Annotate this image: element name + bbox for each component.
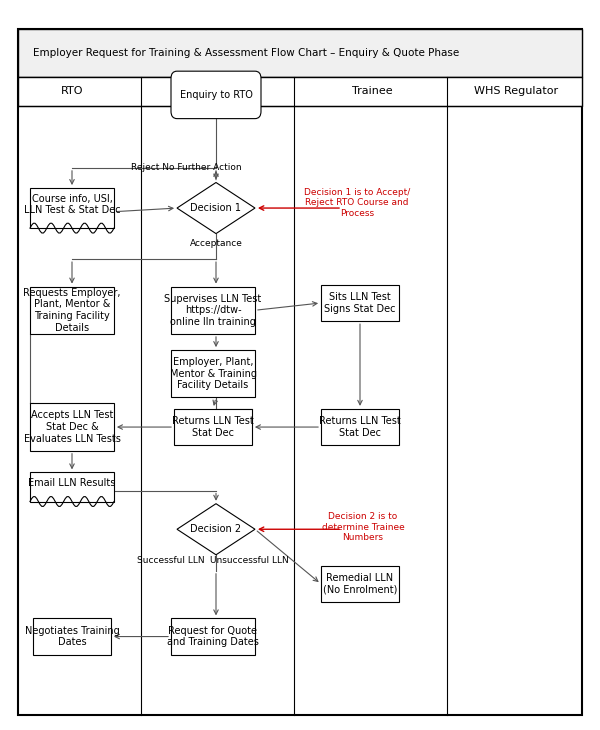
Text: Unsuccessful LLN: Unsuccessful LLN: [209, 556, 289, 565]
Text: Decision 2 is to
determine Trainee
Numbers: Decision 2 is to determine Trainee Numbe…: [322, 512, 404, 542]
Text: Enquiry to RTO: Enquiry to RTO: [179, 90, 253, 100]
FancyBboxPatch shape: [321, 566, 399, 602]
Polygon shape: [177, 504, 255, 555]
Text: Decision 1: Decision 1: [191, 203, 241, 213]
Text: WHS Regulator: WHS Regulator: [474, 86, 558, 96]
Text: Successful LLN: Successful LLN: [137, 556, 205, 565]
FancyBboxPatch shape: [171, 618, 255, 655]
Text: Returns LLN Test
Stat Dec: Returns LLN Test Stat Dec: [172, 416, 254, 438]
FancyBboxPatch shape: [171, 287, 255, 334]
FancyBboxPatch shape: [30, 403, 114, 451]
FancyBboxPatch shape: [30, 188, 114, 228]
Text: Employer: Employer: [190, 86, 242, 96]
Text: Email LLN Results: Email LLN Results: [28, 478, 116, 488]
Text: Trainee: Trainee: [352, 86, 392, 96]
Text: Supervises LLN Test
https://dtw-
online lln training: Supervises LLN Test https://dtw- online …: [164, 293, 262, 327]
Text: Request for Quote
and Training Dates: Request for Quote and Training Dates: [167, 626, 259, 648]
FancyBboxPatch shape: [30, 472, 114, 502]
FancyBboxPatch shape: [30, 287, 114, 334]
FancyBboxPatch shape: [171, 71, 261, 118]
FancyBboxPatch shape: [174, 409, 252, 445]
Text: Sits LLN Test
Signs Stat Dec: Sits LLN Test Signs Stat Dec: [324, 292, 396, 314]
Text: Accepts LLN Test
Stat Dec &
Evaluates LLN Tests: Accepts LLN Test Stat Dec & Evaluates LL…: [23, 410, 121, 444]
FancyBboxPatch shape: [18, 29, 582, 715]
FancyBboxPatch shape: [321, 285, 399, 321]
Polygon shape: [177, 182, 255, 234]
Text: Acceptance: Acceptance: [190, 239, 242, 248]
Text: Requests Employer,
Plant, Mentor &
Training Facility
Details: Requests Employer, Plant, Mentor & Train…: [23, 288, 121, 333]
FancyBboxPatch shape: [321, 409, 399, 445]
Text: Remedial LLN
(No Enrolment): Remedial LLN (No Enrolment): [323, 573, 397, 595]
FancyBboxPatch shape: [171, 350, 255, 397]
Text: Course info, USI,
LLN Test & Stat Dec: Course info, USI, LLN Test & Stat Dec: [23, 193, 121, 215]
Text: RTO: RTO: [61, 86, 83, 96]
FancyBboxPatch shape: [33, 618, 111, 655]
Text: Returns LLN Test
Stat Dec: Returns LLN Test Stat Dec: [319, 416, 401, 438]
Text: Negotiates Training
Dates: Negotiates Training Dates: [25, 626, 119, 648]
Text: Employer, Plant,
Mentor & Training
Facility Details: Employer, Plant, Mentor & Training Facil…: [170, 357, 257, 391]
FancyBboxPatch shape: [18, 29, 582, 77]
Text: Decision 2: Decision 2: [190, 524, 242, 534]
Text: Reject No Further Action: Reject No Further Action: [131, 164, 241, 172]
FancyBboxPatch shape: [18, 77, 582, 106]
Text: Employer Request for Training & Assessment Flow Chart – Enquiry & Quote Phase: Employer Request for Training & Assessme…: [33, 47, 459, 58]
Text: Decision 1 is to Accept/
Reject RTO Course and
Process: Decision 1 is to Accept/ Reject RTO Cour…: [304, 188, 410, 218]
